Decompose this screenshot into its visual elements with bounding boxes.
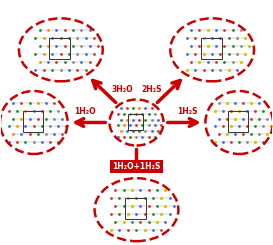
Ellipse shape bbox=[170, 18, 254, 81]
Bar bbox=[49, 38, 70, 60]
Text: 1H₂S: 1H₂S bbox=[178, 108, 198, 116]
Ellipse shape bbox=[19, 18, 103, 81]
Text: 1H₂O+1H₂S: 1H₂O+1H₂S bbox=[112, 162, 161, 171]
Bar bbox=[125, 198, 146, 219]
Bar bbox=[228, 111, 248, 132]
Text: 3H₂O: 3H₂O bbox=[111, 85, 133, 94]
Ellipse shape bbox=[95, 178, 178, 241]
Text: 2H₂S: 2H₂S bbox=[141, 85, 162, 94]
Bar bbox=[128, 114, 143, 130]
Ellipse shape bbox=[109, 99, 164, 146]
Bar bbox=[23, 111, 43, 132]
Ellipse shape bbox=[205, 91, 273, 154]
Text: 1H₂O: 1H₂O bbox=[74, 108, 96, 116]
Bar bbox=[201, 38, 222, 60]
Ellipse shape bbox=[0, 91, 68, 154]
